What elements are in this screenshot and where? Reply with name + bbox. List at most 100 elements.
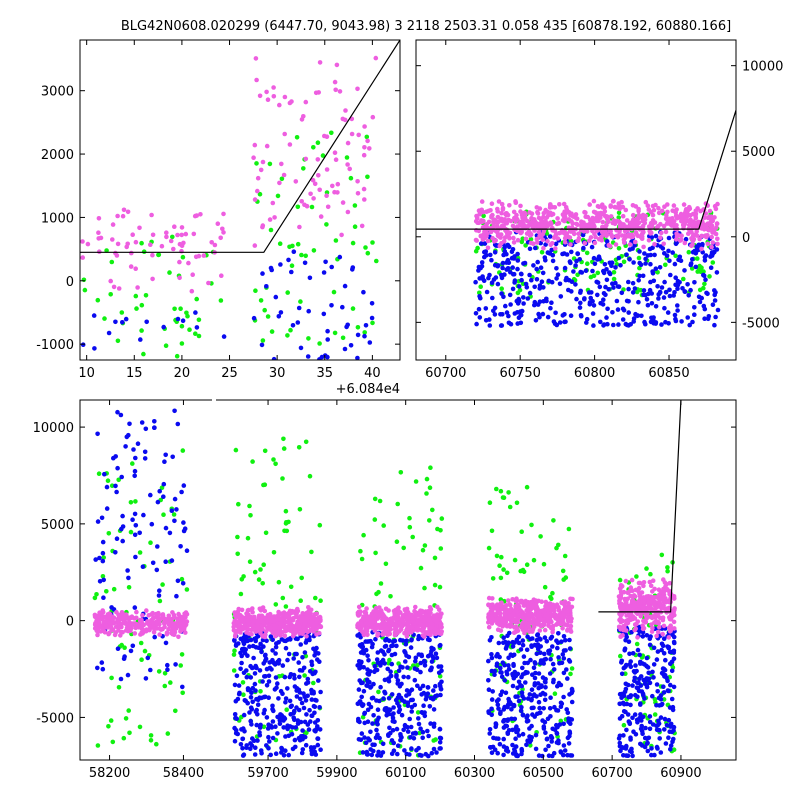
bottom-point-green (381, 523, 387, 528)
top-right-point-pink (670, 208, 675, 213)
top-left-point-green (352, 203, 358, 208)
bottom-point-blue (389, 661, 395, 667)
top-right-point-blue (626, 299, 631, 304)
top-left-point-blue (260, 271, 265, 276)
bottom-point-blue (565, 676, 570, 681)
top-right-point-blue (650, 245, 655, 251)
top-left-point-pink (257, 93, 263, 99)
bottom-point-pink (406, 620, 412, 626)
top-right-point-blue (557, 320, 563, 325)
top-right-point-blue (554, 266, 559, 271)
bottom-point-blue (289, 703, 295, 709)
bottom-point-green (297, 507, 303, 512)
bottom-point-blue (429, 665, 434, 670)
bottom-point-green (133, 499, 138, 504)
top-right-point-blue (579, 270, 585, 275)
bottom-point-blue (409, 637, 414, 642)
top-right-point-pink (536, 229, 542, 235)
bottom-point-blue (363, 740, 369, 746)
bottom-point-pink (117, 617, 123, 622)
top-right-point-blue (525, 296, 531, 301)
bottom-point-pink (438, 614, 443, 619)
top-right-point-pink (604, 222, 609, 228)
bottom-point-pink (507, 608, 512, 614)
bottom-point-pink (272, 626, 278, 631)
bottom-point-blue (247, 710, 252, 715)
top-right-point-blue (642, 319, 647, 325)
bottom-point-blue (130, 517, 135, 522)
top-right-point-blue (564, 275, 569, 281)
bottom-point-blue (139, 420, 145, 425)
top-right-point-blue (540, 270, 546, 276)
top-right-point-pink (673, 237, 679, 242)
top-right-point-pink (545, 238, 550, 244)
top-left-point-blue (278, 310, 284, 315)
bottom-point-blue (174, 593, 179, 599)
bottom-point-pink (166, 626, 171, 632)
bottom-point-green (407, 515, 412, 521)
bottom-point-pink (107, 613, 113, 619)
bottom-point-pink (151, 630, 157, 635)
top-left-point-pink (301, 114, 306, 119)
bottom-point-blue (647, 714, 653, 719)
bottom-point-green (395, 501, 401, 507)
bottom-point-pink (92, 612, 98, 618)
top-right-point-pink (633, 220, 639, 225)
top-right-point-blue (524, 285, 530, 290)
bottom-point-pink (550, 624, 555, 630)
top-left-point-green (350, 306, 356, 311)
bottom-point-blue (523, 680, 528, 685)
top-left-point-pink (333, 157, 339, 162)
bottom-point-green (552, 691, 558, 696)
top-right-point-pink (534, 240, 540, 245)
bottom-point-pink (357, 612, 362, 617)
top-left-point-pink (303, 99, 309, 105)
bottom-point-blue (520, 731, 526, 737)
top-left-point-green (363, 245, 368, 250)
top-left-point-pink (219, 273, 224, 279)
bottom-point-blue (560, 652, 566, 657)
top-right-point-blue (615, 307, 621, 312)
bottom-point-pink (439, 629, 445, 634)
top-right-point-pink (623, 207, 629, 213)
bottom-point-blue (505, 718, 510, 723)
bottom-point-blue (95, 519, 101, 524)
top-right-point-blue (555, 272, 561, 278)
bottom-point-pink (364, 606, 369, 611)
bottom-point-blue (126, 432, 131, 438)
bottom-point-blue (535, 681, 541, 686)
bottom-point-blue (405, 703, 411, 708)
bottom-point-pink (276, 616, 282, 622)
bottom-point-blue (525, 670, 530, 675)
bottom-point-blue (305, 693, 311, 699)
bottom-point-pink (547, 617, 552, 622)
bottom-point-pink (567, 606, 573, 612)
bottom-point-green (652, 697, 658, 702)
bottom-point-blue (514, 729, 519, 735)
top-left-point-blue (180, 318, 186, 324)
top-right-point-pink (613, 242, 619, 247)
top-right-point-pink (520, 215, 525, 220)
bottom-point-blue (418, 726, 423, 731)
top-right-point-blue (626, 286, 631, 292)
bottom-plot-area (92, 400, 682, 759)
bottom-point-blue (132, 532, 138, 538)
bottom-point-blue (406, 674, 411, 680)
top-right-point-blue (624, 252, 629, 257)
top-left-point-green (139, 328, 144, 333)
bottom-point-blue (277, 718, 283, 723)
bottom-point-blue (642, 681, 648, 686)
top-left-xtick-label: 40 (364, 366, 381, 381)
bottom-point-pink (180, 616, 185, 622)
top-right-point-blue (641, 292, 646, 298)
top-right-point-blue (701, 272, 706, 278)
top-right-point-blue (579, 313, 584, 319)
top-right-point-pink (643, 199, 649, 205)
bottom-point-green (427, 518, 432, 523)
bottom-point-blue (357, 678, 363, 683)
bottom-point-blue (241, 670, 247, 676)
bottom-point-blue (561, 648, 567, 653)
top-left-point-pink (335, 190, 340, 195)
top-right-point-blue (532, 284, 537, 290)
bottom-point-pink (232, 634, 238, 639)
